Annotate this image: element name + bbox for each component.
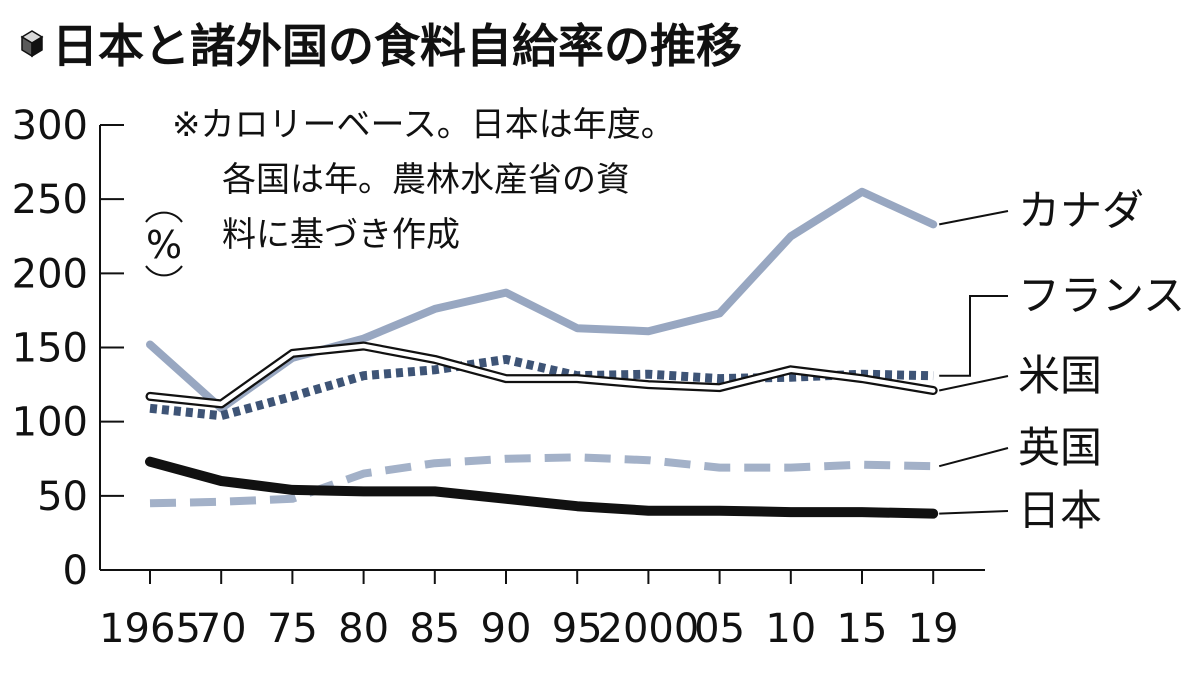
series-line-japan [145,456,939,519]
series-label-uk: 英国 [938,423,1102,472]
series-label-canada: カナダ [939,186,1144,235]
series-label-usa: 米国 [938,351,1102,400]
x-tick-label: 85 [409,606,460,652]
series-uk [149,453,934,508]
x-tick-label: 80 [338,606,389,652]
leader-line-japan [939,510,1009,515]
series-line-uk [149,453,934,508]
leader-line-usa [938,375,1009,392]
x-tick-label: 10 [765,606,816,652]
x-tick-label: 95 [552,606,603,652]
x-tick-label: 75 [267,606,318,652]
x-tick-label: 05 [694,606,745,652]
unit-bracket-top [145,211,183,223]
x-tick-label: 15 [837,606,888,652]
series-label-france: フランス [939,271,1185,377]
note: ※カロリーベース。日本は年度。 各国は年。農林水産省の資 料に基づき作成 [172,105,675,255]
leader-line-canada [939,210,1009,226]
series-label-japan: 日本 [939,486,1102,535]
note-line-1: ※カロリーベース。日本は年度。 [172,105,675,145]
y-tick-label: 150 [12,326,88,372]
unit-label: % [145,211,183,277]
y-tick-label: 300 [12,103,88,149]
series-layer [145,187,939,519]
series-name-japan: 日本 [1018,486,1102,535]
note-line-3: 料に基づき作成 [222,215,460,255]
note-line-2: 各国は年。農林水産省の資 [222,160,630,200]
series-japan [145,456,939,519]
y-tick-label: 100 [12,400,88,446]
y-tick-label: 0 [63,548,88,594]
x-tick-label: 19 [908,606,959,652]
series-line-france [149,354,934,421]
series-name-canada: カナダ [1018,186,1144,235]
series-name-usa: 米国 [1018,351,1102,400]
cube-icon [20,30,44,58]
leader-line-france [939,295,1008,377]
x-tick-label: 70 [196,606,247,652]
series-france [149,354,934,421]
series-usa [145,341,938,409]
series-line-usa-inner [147,343,936,407]
x-tick-label: 2000 [598,606,700,652]
unit-bracket-bottom [145,265,183,277]
y-tick-label: 250 [12,177,88,223]
unit-text: % [146,223,182,267]
x-tick-label: 1965 [99,606,201,652]
x-tick-label: 90 [481,606,532,652]
chart-title: 日本と諸外国の食料自給率の推移 [52,19,742,73]
y-tick-label: 50 [37,474,88,520]
leader-line-uk [938,447,1009,468]
series-name-france: フランス [1018,271,1185,320]
series-name-uk: 英国 [1018,423,1102,472]
y-tick-label: 200 [12,251,88,297]
